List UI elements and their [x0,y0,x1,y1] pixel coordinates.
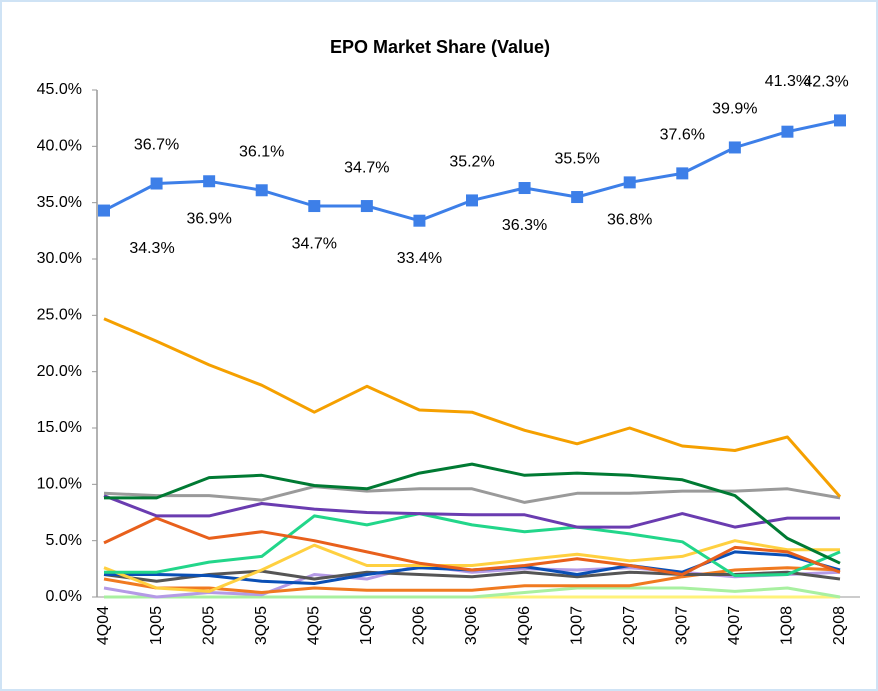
data-label: 36.8% [607,212,652,229]
data-label: 36.1% [239,143,284,160]
marker [518,182,531,195]
series-line [104,512,841,578]
series-line [103,516,841,576]
marker [255,184,268,197]
chart-title: EPO Market Share (Value) [330,37,550,57]
x-tick-label: 2Q05 [200,606,217,645]
series-line [103,317,842,498]
marker [360,200,373,213]
data-label: 36.9% [186,210,231,227]
y-tick-label: 25.0% [37,307,82,324]
series-line [104,462,841,565]
marker [623,176,636,189]
data-label: 37.6% [660,127,705,144]
x-tick-label: 2Q07 [621,606,638,645]
x-tick-label: 4Q06 [516,606,533,645]
marker [834,114,846,127]
series-line [103,539,840,593]
x-tick-label: 3Q06 [463,606,480,645]
data-label: 35.2% [449,154,494,171]
marker [466,194,478,207]
data-label: 42.3% [803,74,848,91]
marker [781,125,794,138]
y-tick-label: 0.0% [46,588,82,605]
x-tick-label: 2Q06 [411,606,428,645]
data-label: 34.7% [344,159,389,176]
y-tick-label: 35.0% [37,194,82,211]
x-tick-label: 4Q07 [726,606,743,645]
y-tick-label: 45.0% [37,81,82,98]
y-tick-label: 40.0% [37,138,82,155]
y-tick-label: 20.0% [37,363,82,380]
marker [150,177,163,190]
data-label: 39.9% [712,101,757,118]
x-tick-label: 1Q08 [779,606,796,645]
y-tick-label: 30.0% [37,250,82,267]
x-tick-label: 4Q05 [306,606,323,645]
data-label: 34.7% [292,235,337,252]
data-label: 33.4% [397,250,442,267]
x-tick-label: 3Q05 [253,606,270,645]
data-label: 36.7% [134,137,179,154]
x-tick-label: 4Q04 [95,606,112,645]
marker [728,141,741,154]
series-line [103,569,841,583]
x-tick-label: 1Q05 [148,606,165,645]
x-tick-label: 2Q08 [831,606,848,645]
data-label: 41.3% [765,73,810,90]
marker [203,175,216,188]
series-line [103,566,841,594]
data-label: 35.5% [554,150,599,167]
data-label: 36.3% [502,217,547,234]
x-tick-label: 3Q07 [674,606,691,645]
series-line [103,494,840,529]
marker [676,167,689,180]
marker [98,204,110,217]
marker [413,214,426,227]
marker [308,200,321,213]
y-tick-label: 15.0% [37,419,82,436]
marker [571,191,584,204]
y-tick-label: 10.0% [37,476,82,493]
x-tick-label: 1Q07 [568,606,585,645]
series-line [104,586,841,599]
y-tick-label: 5.0% [46,532,82,549]
data-label: 34.3% [129,240,174,257]
x-tick-label: 1Q06 [358,606,375,645]
